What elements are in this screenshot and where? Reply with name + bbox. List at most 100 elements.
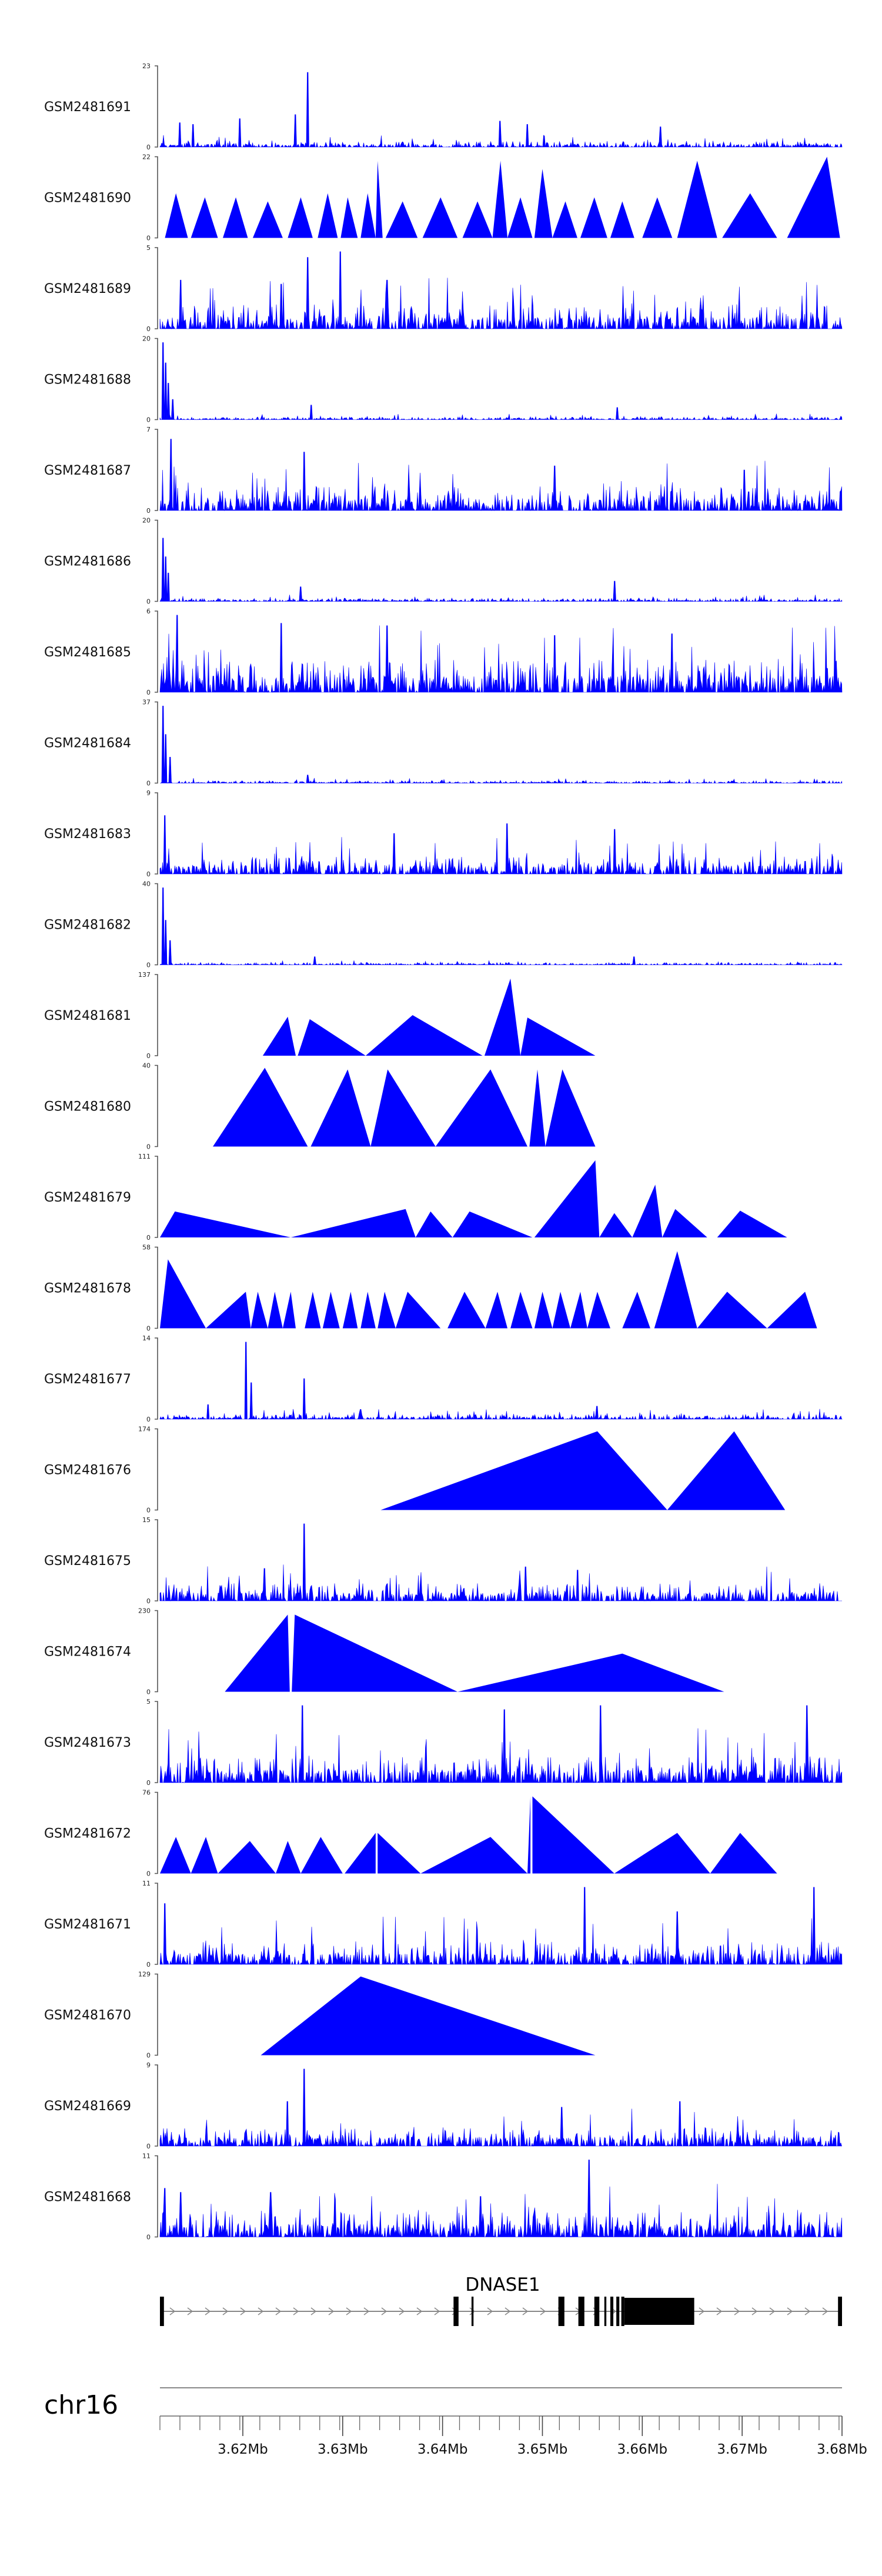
strand-arrow bbox=[187, 2307, 193, 2315]
chromosome-label: chr16 bbox=[44, 2390, 118, 2420]
coverage-peak bbox=[447, 1292, 486, 1329]
y-axis bbox=[155, 1065, 158, 1147]
ymin-label: 0 bbox=[146, 235, 151, 242]
coverage-peak bbox=[529, 1069, 546, 1147]
track-GSM2481671: GSM2481671 11 0 bbox=[44, 1880, 843, 1968]
ymin-label: 0 bbox=[146, 780, 151, 788]
coverage-peak bbox=[422, 197, 458, 238]
track-GSM2481668: GSM2481668 11 0 bbox=[44, 2153, 843, 2241]
strand-arrow bbox=[258, 2307, 264, 2315]
coverage-peak bbox=[457, 1653, 724, 1692]
tick-label: 3.63Mb bbox=[318, 2442, 368, 2457]
coverage-peak bbox=[462, 201, 493, 238]
ymax-label: 58 bbox=[142, 1244, 151, 1252]
strand-arrow bbox=[769, 2307, 776, 2315]
ymin-label: 0 bbox=[146, 1143, 151, 1151]
track-GSM2481679: GSM2481679 111 0 bbox=[44, 1153, 787, 1242]
strand-arrow bbox=[540, 2307, 546, 2315]
track-GSM2481678: GSM2481678 58 0 bbox=[44, 1244, 817, 1333]
ymin-label: 0 bbox=[146, 416, 151, 424]
strand-arrow bbox=[787, 2307, 793, 2315]
track-label: GSM2481674 bbox=[44, 1645, 131, 1660]
track-label: GSM2481677 bbox=[44, 1372, 131, 1387]
ymin-label: 0 bbox=[146, 2052, 151, 2060]
coverage-peak bbox=[160, 1837, 191, 1874]
coverage-peak bbox=[534, 1292, 553, 1329]
coverage-area bbox=[160, 706, 843, 784]
coverage-peak bbox=[305, 1292, 321, 1329]
track-GSM2481684: GSM2481684 37 0 bbox=[44, 699, 843, 788]
coverage-peak bbox=[380, 1431, 667, 1510]
ymax-label: 40 bbox=[142, 880, 151, 888]
strand-arrow bbox=[505, 2307, 511, 2315]
coverage-peak bbox=[485, 1292, 508, 1329]
coverage-peak bbox=[225, 1614, 290, 1692]
tick-label: 3.62Mb bbox=[218, 2442, 268, 2457]
ymax-label: 137 bbox=[138, 971, 151, 979]
coverage-peak bbox=[165, 193, 188, 238]
gene-label: DNASE1 bbox=[465, 2274, 540, 2295]
coverage-peak bbox=[534, 1160, 600, 1237]
coverage-peak bbox=[662, 1209, 707, 1237]
coverage-peak bbox=[614, 1833, 710, 1874]
ymax-label: 230 bbox=[138, 1607, 151, 1615]
y-axis bbox=[155, 1610, 158, 1693]
coverage-peak bbox=[191, 1837, 218, 1874]
track-GSM2481673: GSM2481673 5 0 bbox=[44, 1698, 843, 1787]
coverage-peak bbox=[360, 1292, 376, 1329]
coverage-peak bbox=[250, 1292, 268, 1329]
ideogram-track: chr16 bbox=[44, 2387, 842, 2420]
ymax-label: 37 bbox=[142, 699, 151, 706]
track-label: GSM2481679 bbox=[44, 1190, 131, 1205]
track-GSM2481681: GSM2481681 137 0 bbox=[44, 971, 596, 1060]
ymax-label: 23 bbox=[142, 62, 151, 70]
ymin-label: 0 bbox=[146, 962, 151, 969]
track-GSM2481680: GSM2481680 40 0 bbox=[44, 1062, 596, 1151]
strand-arrow bbox=[699, 2307, 705, 2315]
coverage-peak bbox=[377, 1833, 421, 1874]
gene-exon bbox=[160, 2297, 164, 2326]
gene-exon bbox=[578, 2297, 584, 2326]
coverage-peak bbox=[160, 1259, 206, 1329]
coverage-peak bbox=[310, 1069, 371, 1147]
coverage-area bbox=[159, 342, 843, 421]
coverage-peak bbox=[420, 1837, 528, 1874]
strand-arrow bbox=[734, 2307, 740, 2315]
y-axis bbox=[155, 1156, 158, 1238]
coverage-peak bbox=[492, 161, 508, 238]
coverage-peak bbox=[677, 161, 717, 238]
ymin-label: 0 bbox=[146, 507, 151, 515]
y-axis bbox=[155, 247, 158, 329]
y-axis bbox=[155, 2064, 158, 2147]
track-GSM2481685: GSM2481685 6 0 bbox=[44, 608, 843, 696]
track-GSM2481690: GSM2481690 22 0 bbox=[44, 154, 840, 242]
strand-arrow bbox=[328, 2307, 335, 2315]
tick-label: 3.65Mb bbox=[517, 2442, 568, 2457]
track-label: GSM2481684 bbox=[44, 736, 131, 751]
coverage-peak bbox=[322, 1292, 340, 1329]
track-label: GSM2481681 bbox=[44, 1009, 131, 1023]
y-axis bbox=[155, 974, 158, 1056]
ymax-label: 111 bbox=[138, 1153, 151, 1160]
ymax-label: 20 bbox=[142, 517, 151, 525]
ymax-label: 9 bbox=[146, 789, 151, 797]
gene-exon bbox=[624, 2298, 694, 2325]
ymin-label: 0 bbox=[146, 1507, 151, 1514]
coverage-peak bbox=[697, 1292, 767, 1329]
ymin-label: 0 bbox=[146, 325, 151, 333]
ymax-label: 7 bbox=[146, 426, 151, 433]
ymin-label: 0 bbox=[146, 2234, 151, 2241]
y-axis bbox=[155, 1337, 158, 1420]
track-label: GSM2481686 bbox=[44, 555, 131, 569]
coverage-area bbox=[159, 887, 843, 966]
strand-arrow bbox=[522, 2307, 529, 2315]
coverage-peak bbox=[260, 1976, 596, 2056]
coverage-peak bbox=[300, 1837, 343, 1874]
track-label: GSM2481687 bbox=[44, 463, 131, 478]
strand-arrow bbox=[310, 2307, 317, 2315]
track-GSM2481672: GSM2481672 76 0 bbox=[44, 1789, 777, 1878]
ymax-label: 15 bbox=[142, 1516, 151, 1524]
ymax-label: 174 bbox=[138, 1426, 151, 1433]
ymin-label: 0 bbox=[146, 598, 151, 606]
